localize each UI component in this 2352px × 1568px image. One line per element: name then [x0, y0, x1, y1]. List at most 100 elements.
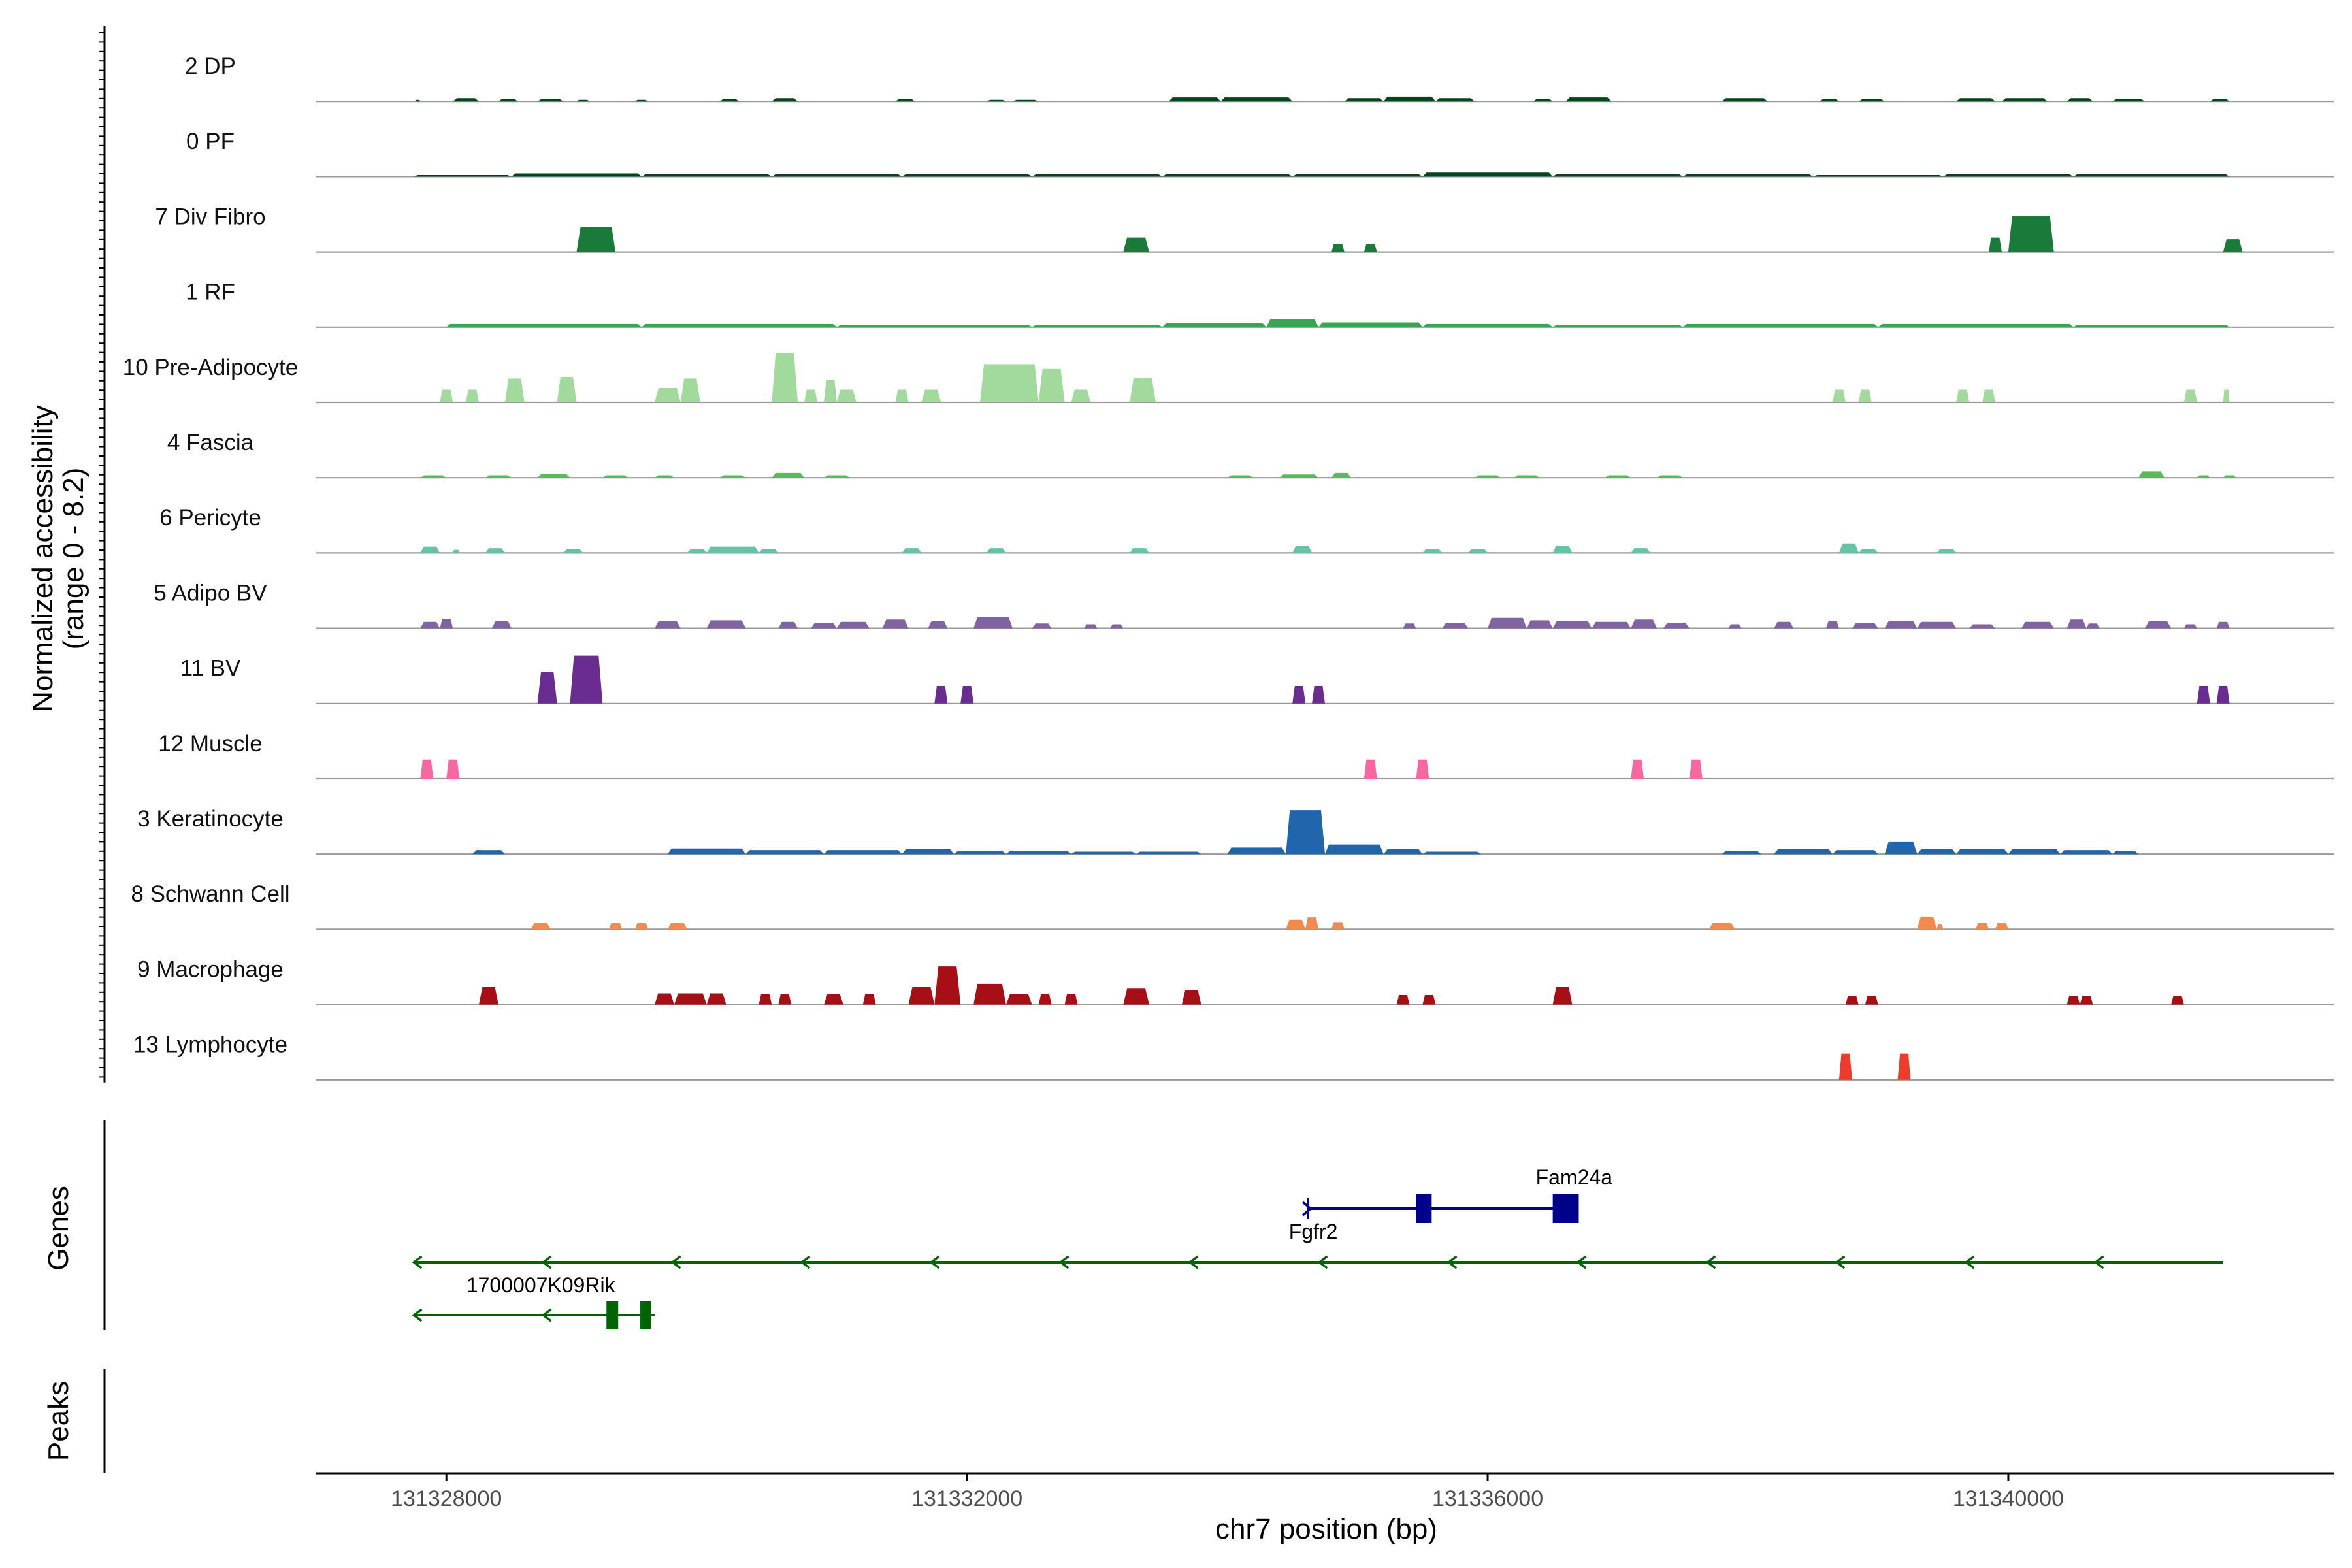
coverage-peak: [811, 623, 837, 629]
coverage-peak: [1605, 475, 1631, 478]
coverage-peak: [655, 621, 681, 629]
coverage-peak: [576, 227, 616, 252]
coverage-peak: [2008, 849, 2061, 855]
coverage-peak: [1982, 389, 1995, 402]
coverage-peak: [960, 686, 974, 704]
coverage-peak: [902, 174, 1032, 177]
coverage-peak: [908, 987, 935, 1005]
coverage-peak: [1943, 174, 2074, 177]
coverage-peak: [446, 759, 460, 779]
coverage-peak: [1838, 543, 1859, 553]
coverage-peak: [1936, 924, 1944, 930]
coverage-peak: [602, 475, 629, 478]
coverage-peak: [1364, 759, 1377, 779]
coverage-peak: [680, 378, 700, 402]
coverage-peak: [1344, 98, 1384, 102]
coverage-peak: [2066, 996, 2080, 1005]
coverage-peak: [1858, 99, 1885, 102]
coverage-peak: [1820, 99, 1839, 102]
track-label: 8 Schwann Cell: [131, 881, 289, 907]
coverage-peak: [772, 174, 902, 177]
coverage-peak: [1123, 988, 1149, 1005]
y-axis-title: Normalized accessibility: [27, 405, 59, 711]
coverage-peak: [446, 323, 642, 327]
track-3-keratinocyte: 3 Keratinocyte: [137, 806, 2334, 855]
coverage-peak: [655, 993, 674, 1005]
coverage-peak: [1084, 624, 1098, 629]
coverage-peak: [2073, 174, 2230, 177]
coverage-peak: [1305, 917, 1318, 930]
coverage-peak: [1917, 916, 1937, 930]
coverage-peak: [1331, 472, 1351, 478]
coverage-peak: [1038, 368, 1065, 402]
gene-label: Fgfr2: [1289, 1220, 1338, 1243]
coverage-peak: [667, 848, 746, 855]
coverage-peak: [537, 99, 564, 102]
coverage-peak: [1130, 548, 1149, 553]
coverage-peak: [440, 619, 453, 629]
coverage-peak: [1592, 621, 1631, 629]
y-axis-range-label: (range 0 - 8.2): [57, 468, 90, 650]
coverage-peak: [1897, 1053, 1911, 1080]
coverage-peak: [1005, 851, 1071, 855]
x-tick-label: 131340000: [1953, 1486, 2064, 1511]
coverage-peak: [687, 549, 707, 553]
strand-arrow: [1835, 1255, 1846, 1269]
genes-panel-title: Genes: [42, 1186, 74, 1271]
coverage-peak: [824, 850, 902, 855]
coverage-peak: [1513, 475, 1540, 478]
track-12-muscle: 12 Muscle: [158, 731, 2334, 780]
coverage-peak: [1956, 849, 2008, 855]
track-2-dp: 2 DP: [185, 54, 2334, 103]
track-label: 2 DP: [185, 54, 236, 79]
coverage-peak: [1865, 996, 1878, 1005]
coverage-peak: [1110, 624, 1124, 629]
coverage-peak: [1168, 97, 1221, 102]
strand-arrow: [670, 1255, 681, 1269]
coverage-peak: [492, 621, 512, 629]
coverage-peak: [1956, 389, 1970, 402]
exon: [606, 1301, 619, 1329]
coverage-peak: [1552, 174, 1683, 177]
x-axis: 131328000 131332000 131336000 131340000: [316, 1472, 2334, 1511]
coverage-peak: [1422, 851, 1482, 855]
coverage-peak: [954, 851, 1006, 855]
exon: [640, 1301, 651, 1329]
strand-arrow: [412, 1308, 423, 1322]
coverage-peak: [836, 325, 1032, 327]
coverage-peak: [563, 549, 583, 553]
coverage-peak: [772, 472, 805, 478]
coverage-peak: [1364, 244, 1377, 252]
coverage-peak: [1422, 549, 1443, 553]
track-9-macrophage: 9 Macrophage: [137, 956, 2334, 1005]
coverage-peak: [928, 621, 948, 629]
coverage-peak: [2066, 98, 2093, 102]
coverage-peak: [706, 993, 727, 1005]
coverage-peak: [2066, 619, 2087, 629]
track-label: 12 Muscle: [158, 731, 263, 757]
coverage-peak: [453, 98, 479, 102]
coverage-peak: [1416, 759, 1429, 779]
coverage-peak: [1657, 475, 1683, 478]
coverage-peak: [2223, 389, 2230, 402]
coverage-peak: [836, 389, 857, 402]
coverage-peak: [1995, 923, 2008, 930]
coverage-peak: [980, 364, 1039, 402]
track-13-lymphocyte: 13 Lymphocyte: [133, 1032, 2334, 1081]
coverage-peak: [1442, 623, 1469, 629]
coverage-peak: [1064, 994, 1078, 1005]
track-10-pre-adipocyte: 10 Pre-Adipocyte: [123, 353, 2334, 404]
coverage-peak: [1266, 319, 1318, 327]
coverage-peak: [772, 353, 798, 402]
track-label: 9 Macrophage: [137, 956, 284, 982]
coverage-peak: [1884, 621, 1918, 629]
coverage-peak: [1292, 686, 1306, 704]
peaks-panel-title: Peaks: [42, 1381, 74, 1461]
coverage-peak: [1917, 621, 1957, 629]
coverage-peak: [642, 323, 837, 327]
coverage-peak: [1774, 621, 1794, 629]
coverage-peak: [902, 849, 955, 855]
coverage-peak: [2216, 621, 2230, 629]
coverage-peak: [2223, 239, 2243, 252]
coverage-peak: [2073, 325, 2230, 327]
